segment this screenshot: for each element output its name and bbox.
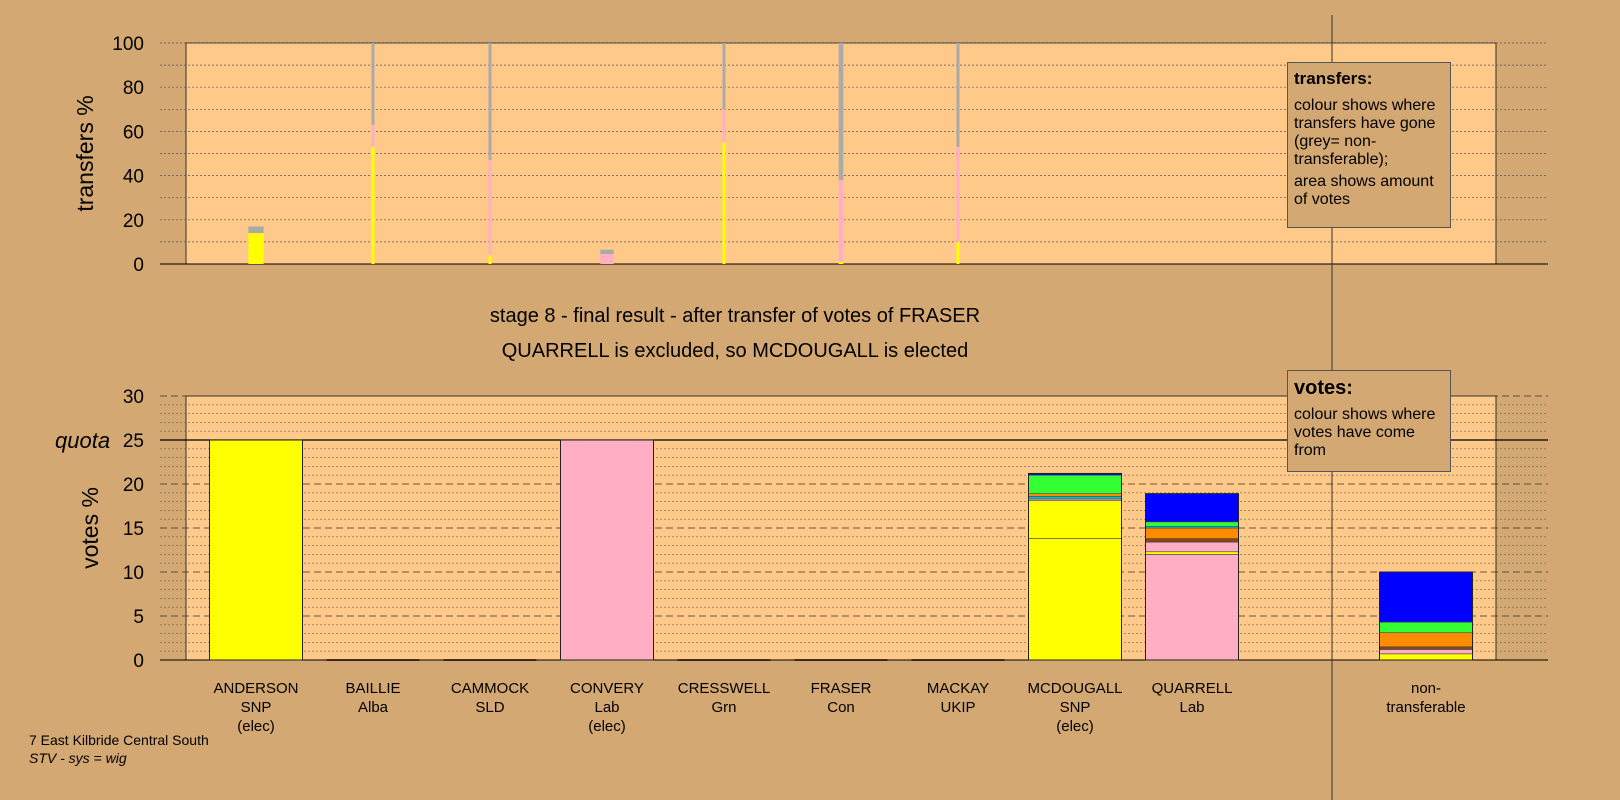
candidate-name-label: FRASER [811, 680, 872, 697]
transfers-y-tick-label: 20 [123, 211, 144, 232]
transfers-y-tick-label: 0 [133, 255, 144, 276]
transfer-segment-baillie-nt [371, 43, 375, 125]
votes-y-tick-label: 15 [123, 519, 144, 540]
votes-y-tick-label: 25 [123, 431, 144, 452]
candidate-name-label: CRESSWELL [678, 680, 771, 697]
transfer-segment-fraser-lab [838, 180, 844, 262]
vote-bar-outline [1145, 493, 1239, 661]
candidate-party-label: Alba [358, 699, 389, 716]
vote-segment-quarrell-ukip [1145, 538, 1239, 543]
vote-segment-mcdougall-grn [1028, 474, 1122, 494]
transfers-legend-box: transfers: colour shows where transfers … [1287, 62, 1451, 228]
vote-bar-outline [1028, 472, 1122, 661]
votes-y-tick-label: 10 [123, 563, 144, 584]
vote-segment-quarrell-grn [1145, 521, 1239, 527]
transfer-segment-cresswell-snp [722, 142, 726, 264]
transfer-segment-cammock-snp [488, 255, 492, 264]
candidate-name-label: non- [1411, 680, 1441, 697]
transfers-legend-line-1: colour shows where transfers have gone (… [1294, 97, 1436, 168]
vote-segment-non-snp [1379, 653, 1473, 661]
transfer-segment-cresswell-nt [722, 43, 726, 110]
candidate-status-label: (elec) [1056, 718, 1094, 735]
vote-bar-outline [209, 439, 303, 661]
candidate-party-label: Lab [1179, 699, 1204, 716]
transfer-segment-convery-nt [600, 249, 614, 255]
transfer-segment-fraser-snp [838, 261, 844, 264]
vote-segment-convery-lab [560, 439, 654, 661]
transfers-legend-line-2: area shows amount of votes [1294, 173, 1434, 208]
vote-segment-non-lab [1379, 649, 1473, 655]
votes-y-tick-label: 0 [133, 651, 144, 672]
transfer-segment-fraser-nt [838, 43, 844, 181]
candidate-name-label: MACKAY [927, 680, 989, 697]
candidate-name-label: BAILLIE [345, 680, 400, 697]
votes-legend-box: votes: colour shows where votes have com… [1287, 370, 1451, 472]
transfers-y-axis-label: transfers % [72, 95, 98, 211]
transfer-segment-baillie-lab [371, 124, 375, 147]
candidate-party-label: SNP [1060, 699, 1091, 716]
vote-segment-mcdougall-alba [1028, 496, 1122, 500]
vote-segment-quarrell-lab [1145, 541, 1239, 553]
candidate-party-label: Lab [594, 699, 619, 716]
transfer-segment-mackay-nt [956, 43, 960, 147]
transfer-segment-cammock-nt [488, 43, 492, 161]
candidate-party-label: SLD [475, 699, 504, 716]
vote-segment-mcdougall-snp [1028, 538, 1122, 661]
vote-bar-outline [1379, 571, 1473, 661]
transfer-segment-anderson-snp [248, 233, 264, 264]
transfer-segment-convery-lab [600, 254, 614, 264]
votes-y-tick-label: 5 [133, 607, 144, 628]
candidate-status-label: (elec) [237, 718, 275, 735]
vote-segment-mcdougall-sld [1028, 493, 1122, 497]
transfer-segment-mackay-snp [956, 241, 960, 264]
transfer-segment-cammock-lab [488, 160, 492, 256]
vote-segment-quarrell-con [1145, 493, 1239, 523]
vote-segment-mcdougall-snp [1028, 500, 1122, 539]
vote-segment-non-con [1379, 571, 1473, 623]
candidate-party-label: Con [827, 699, 855, 716]
stage-subtitle: QUARRELL is excluded, so MCDOUGALL is el… [502, 340, 968, 362]
vote-segment-non-ukip [1379, 646, 1473, 650]
vote-bar-outline [560, 439, 654, 661]
votes-legend-title: votes: [1294, 377, 1353, 399]
transfers-y-tick-label: 100 [112, 34, 144, 55]
vote-segment-quarrell-snp [1145, 551, 1239, 555]
candidate-party-label: UKIP [940, 699, 975, 716]
transfer-segment-cresswell-lab [722, 109, 726, 143]
stage-title: stage 8 - final result - after transfer … [490, 305, 980, 327]
candidate-name-label: QUARRELL [1152, 680, 1233, 697]
candidate-name-label: CAMMOCK [451, 680, 529, 697]
transfers-y-tick-label: 60 [123, 122, 144, 143]
votes-legend-line-1: colour shows where votes have come from [1294, 406, 1436, 459]
constituency-label: 7 East Kilbride Central South [29, 732, 209, 748]
candidate-status-label: (elec) [588, 718, 626, 735]
system-label: STV - sys = wig [29, 750, 127, 766]
vote-segment-anderson-snp [209, 439, 303, 661]
transfers-y-tick-label: 80 [123, 78, 144, 99]
quota-label: quota [55, 428, 110, 453]
transfer-segment-anderson-nt [248, 226, 264, 234]
votes-y-tick-label: 30 [123, 387, 144, 408]
vote-segment-non-grn [1379, 621, 1473, 634]
votes-y-axis-label: votes % [77, 487, 103, 569]
votes-y-tick-label: 20 [123, 475, 144, 496]
transfer-segment-baillie-snp [371, 146, 375, 264]
transfers-y-tick-label: 40 [123, 167, 144, 188]
candidate-name-label: CONVERY [570, 680, 644, 697]
candidate-name-label: MCDOUGALL [1027, 680, 1122, 697]
candidate-party-label: transferable [1386, 699, 1465, 716]
vote-segment-quarrell-sld [1145, 527, 1239, 539]
candidate-party-label: Grn [711, 699, 736, 716]
candidate-party-label: SNP [241, 699, 272, 716]
transfers-legend-title: transfers: [1294, 69, 1373, 88]
transfer-segment-mackay-lab [956, 146, 960, 242]
vote-segment-non-sld [1379, 632, 1473, 648]
candidate-name-label: ANDERSON [213, 680, 298, 697]
vote-segment-quarrell-lab [1145, 554, 1239, 661]
